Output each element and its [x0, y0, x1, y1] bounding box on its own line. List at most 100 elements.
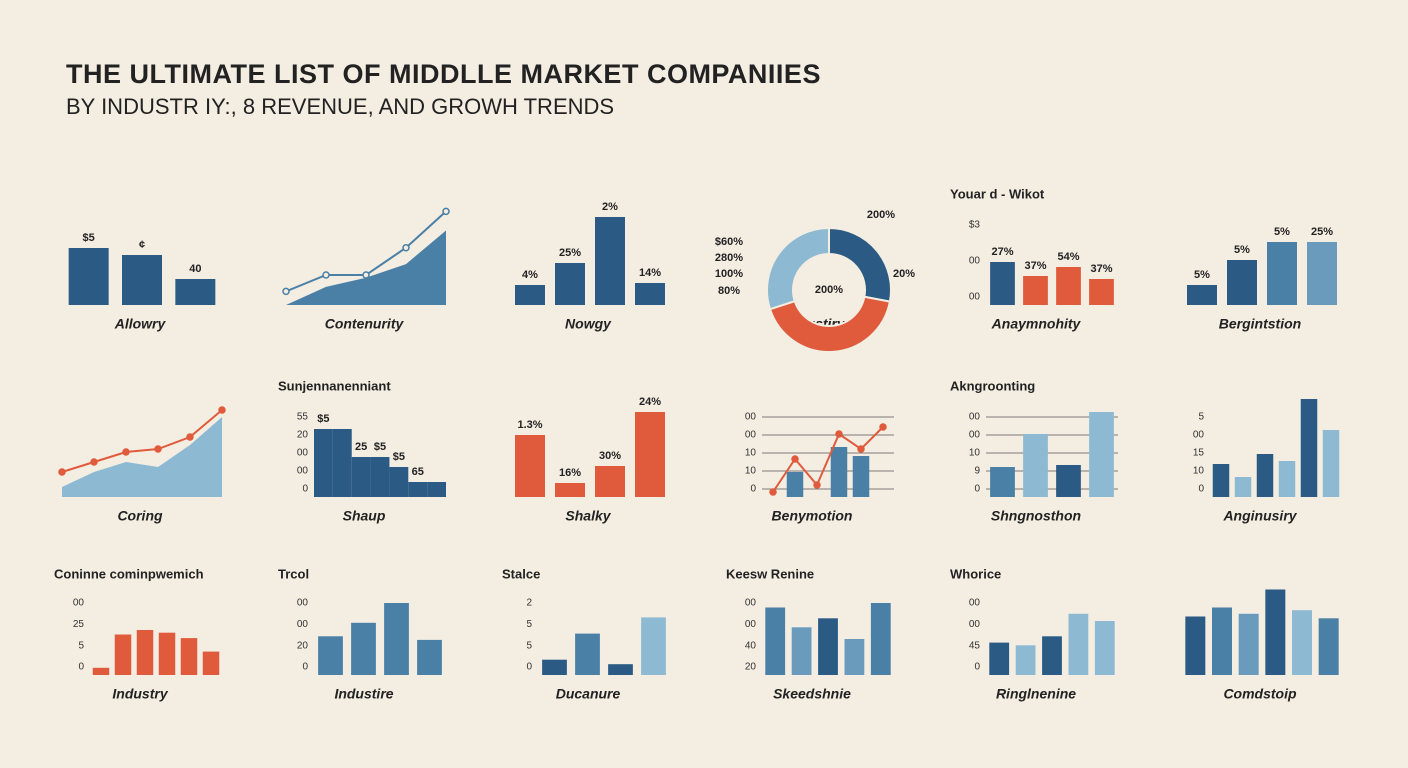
y-tick-label: 20 [297, 430, 309, 441]
chart-title: Whorice [950, 566, 1001, 581]
y-tick-label: 0 [974, 662, 980, 673]
y-tick-label: 00 [745, 412, 757, 423]
y-tick-label: 20 [745, 662, 757, 673]
bar [1278, 461, 1296, 497]
chart-caption: Nowgy [565, 316, 612, 332]
donut-label: 200% [867, 209, 895, 221]
bar [786, 472, 804, 497]
bar [1023, 434, 1048, 497]
chart-caption: Skeedshnie [773, 686, 851, 702]
chart-caption: Shaup [343, 508, 386, 524]
bar [555, 483, 585, 497]
bar [635, 412, 665, 497]
y-tick-label: 0 [302, 662, 308, 673]
line-marker [218, 406, 226, 414]
bar [595, 217, 625, 305]
y-tick-label: $3 [969, 220, 981, 231]
y-tick-label: 00 [73, 598, 85, 609]
y-tick-label: 55 [297, 412, 309, 423]
y-tick-label: 00 [297, 598, 309, 609]
bar [1185, 616, 1206, 675]
y-tick-label: 00 [1193, 430, 1205, 441]
bar [314, 429, 333, 497]
bar [1292, 610, 1312, 675]
data-annotation: 37% [1090, 263, 1112, 275]
bar [92, 667, 110, 675]
y-tick-label: 00 [969, 412, 981, 423]
chart-title: Coninne cominpwemich [54, 566, 204, 581]
bar [68, 248, 109, 305]
y-tick-label: 0 [526, 662, 532, 673]
data-annotation: 5% [1234, 244, 1250, 256]
chart-title: Youar d - Wikot [950, 186, 1045, 201]
line-marker [362, 271, 370, 279]
bar [1094, 621, 1115, 675]
bar [1056, 465, 1081, 497]
chart-caption: Shngnosthon [991, 508, 1081, 524]
bar [870, 603, 891, 675]
y-tick-label: 5 [526, 640, 532, 651]
y-tick-label: 0 [750, 484, 756, 495]
y-tick-label: 00 [745, 619, 757, 630]
line [61, 409, 223, 473]
data-annotation: 40 [189, 263, 201, 275]
data-annotation: 4% [522, 269, 538, 281]
y-tick-label: 00 [969, 256, 981, 267]
chart-caption: Industire [334, 686, 393, 702]
bar [1307, 242, 1337, 305]
chart-title: Trcol [278, 566, 309, 581]
bar [1042, 636, 1062, 675]
data-annotation: 27% [991, 246, 1013, 258]
y-tick-label: 0 [78, 662, 84, 673]
donut-center: 200% [815, 284, 843, 296]
y-tick-label: 00 [969, 292, 981, 303]
data-annotation: $5 [374, 441, 386, 453]
chart-caption: Benymotion [772, 508, 853, 524]
chart-title: Sunjennanenniant [278, 378, 391, 393]
data-annotation: $5 [393, 451, 405, 463]
chart-caption: Shalky [565, 508, 611, 524]
bar [1238, 613, 1259, 675]
bar [351, 622, 376, 675]
line-marker [58, 468, 66, 476]
bar [370, 457, 390, 497]
data-annotation: 37% [1024, 260, 1046, 272]
line-marker [835, 430, 843, 438]
chart-caption: Anaymnohity [991, 316, 1082, 332]
donut-slice [766, 226, 830, 311]
bar [417, 639, 442, 675]
chart-caption: Contenurity [325, 316, 405, 332]
bar [852, 456, 870, 497]
line-marker [813, 481, 821, 489]
bar [515, 435, 545, 497]
chart-title: Akngroonting [950, 378, 1035, 393]
data-annotation: $5 [83, 232, 95, 244]
y-tick-label: 15 [1193, 448, 1205, 459]
bar [1256, 454, 1274, 497]
donut-label: 280% [715, 252, 743, 264]
bar [595, 466, 625, 497]
bar [1234, 477, 1252, 497]
data-annotation: 54% [1057, 251, 1079, 263]
line-marker [90, 458, 98, 466]
chart-caption: Ducanure [556, 686, 621, 702]
y-tick-label: 10 [745, 448, 757, 459]
line [772, 426, 884, 493]
data-annotation: 14% [639, 267, 661, 279]
bar [844, 639, 865, 675]
bar [384, 603, 409, 675]
data-annotation: 5% [1274, 226, 1290, 238]
bar [555, 263, 585, 305]
data-annotation: $5 [317, 413, 329, 425]
chart-title: Stalce [502, 566, 540, 581]
y-tick-label: 20 [297, 640, 309, 651]
data-annotation: 30% [599, 450, 621, 462]
data-annotation: ¢ [139, 239, 145, 251]
y-tick-label: 5 [78, 640, 84, 651]
bar [990, 262, 1015, 305]
y-tick-label: 00 [969, 619, 981, 630]
bar [1300, 399, 1318, 497]
chart-caption: Anginusiry [1222, 508, 1297, 524]
area [286, 230, 446, 305]
bar [1089, 279, 1114, 305]
